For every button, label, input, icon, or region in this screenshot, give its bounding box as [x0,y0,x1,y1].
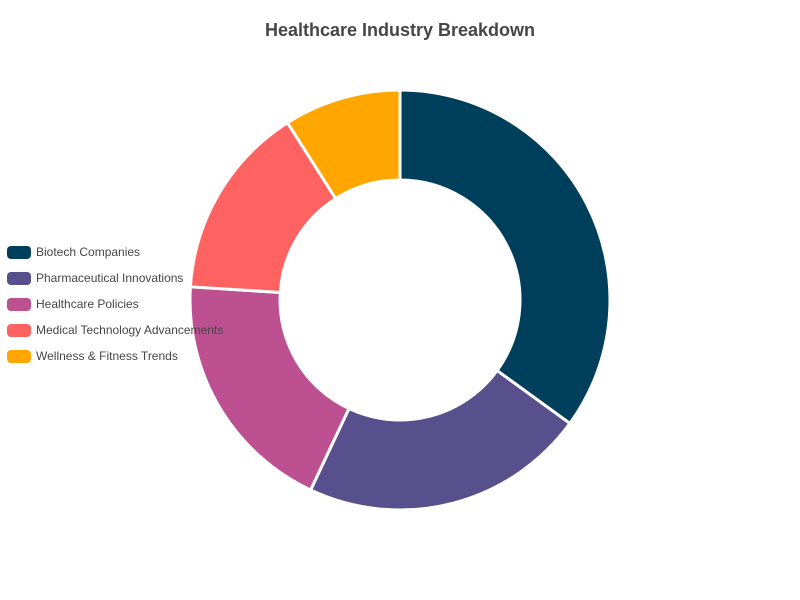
legend-item-pharmaceutical-innovations[interactable]: Pharmaceutical Innovations [7,265,223,291]
legend-item-medical-technology-advancements[interactable]: Medical Technology Advancements [7,317,223,343]
legend-label: Pharmaceutical Innovations [36,271,184,285]
chart-legend: Biotech Companies Pharmaceutical Innovati… [7,239,223,369]
legend-item-wellness-and-fitness-trends[interactable]: Wellness & Fitness Trends [7,343,223,369]
legend-item-healthcare-policies[interactable]: Healthcare Policies [7,291,223,317]
donut-slice-wellness-and-fitness-trends[interactable] [285,88,402,201]
legend-label: Biotech Companies [36,245,141,259]
chart-title: Healthcare Industry Breakdown [264,20,536,40]
legend-swatch [7,297,31,311]
legend-swatch [7,323,31,337]
donut-slice-biotech-companies[interactable] [398,88,612,425]
legend-swatch [7,349,31,363]
legend-label: Healthcare Policies [36,297,139,311]
legend-label: Wellness & Fitness Trends [36,349,178,363]
legend-item-biotech-companies[interactable]: Biotech Companies [7,239,223,265]
legend-label: Medical Technology Advancements [36,323,224,337]
legend-swatch [7,271,31,285]
donut-slice-pharmaceutical-innovations[interactable] [309,369,572,512]
legend-swatch [7,245,31,259]
donut-slice-healthcare-policies[interactable] [188,285,351,492]
